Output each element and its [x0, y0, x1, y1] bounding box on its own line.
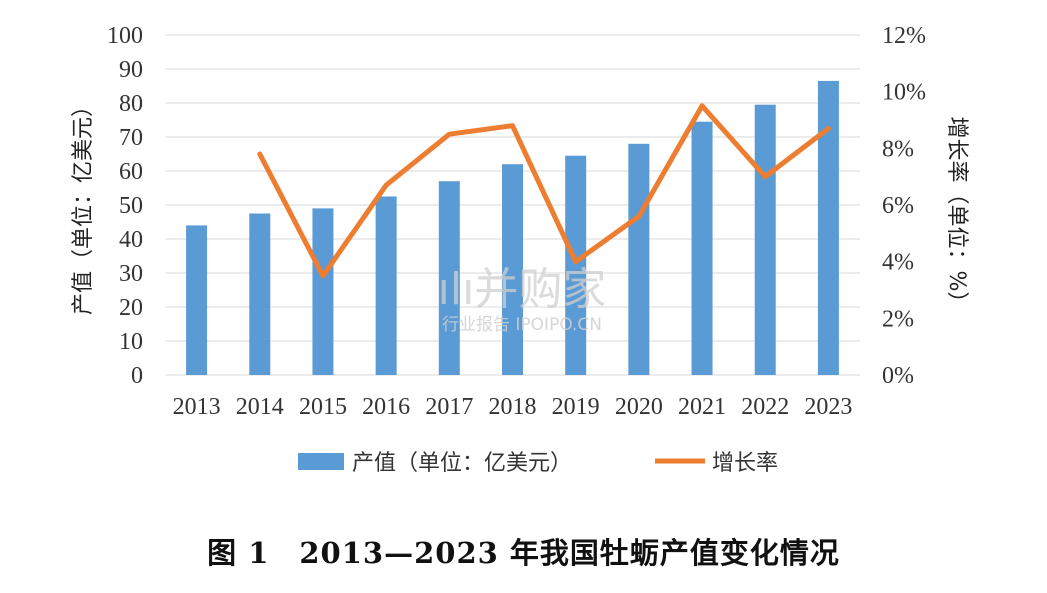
legend-line-label: 增长率 [712, 451, 778, 476]
x-tick-label: 2019 [552, 394, 600, 420]
y-axis-title-right: 增长率（单位：%） [944, 117, 969, 314]
watermark-main: ılı并购家 [438, 264, 607, 315]
x-tick-label: 2022 [741, 394, 789, 420]
y-tick-label-right: 0% [882, 363, 914, 389]
bar [754, 104, 776, 375]
legend-bar-label: 产值（单位：亿美元） [352, 451, 572, 476]
y-axis-title-left: 产值（单位：亿美元） [71, 95, 96, 315]
y-tick-label-left: 0 [131, 363, 143, 389]
y-tick-label-left: 70 [119, 125, 143, 151]
y-tick-label-left: 60 [119, 159, 143, 185]
x-tick-label: 2013 [173, 394, 221, 420]
y-tick-label-right: 6% [882, 193, 914, 219]
y-tick-label-right: 4% [882, 250, 914, 276]
bar [375, 196, 397, 375]
bar [502, 164, 523, 375]
y-tick-label-left: 100 [107, 23, 143, 49]
x-tick-label: 2016 [362, 394, 410, 420]
y-tick-label-left: 50 [119, 193, 143, 219]
bar [817, 80, 839, 376]
growth-rate-line [257, 103, 831, 279]
bar [628, 143, 650, 375]
x-tick-label: 2015 [299, 394, 347, 420]
bar [691, 121, 713, 375]
bar [249, 213, 271, 375]
y-axis-right: 0% 2% 4% 6% 8% 10% 12% [882, 23, 926, 389]
y-axis-left: 0 10 20 30 40 50 60 70 80 90 100 [107, 23, 143, 389]
bar [186, 225, 208, 375]
x-tick-label: 2018 [489, 394, 537, 420]
bar-series [186, 80, 839, 376]
y-tick-label-left: 20 [119, 295, 143, 321]
y-tick-label-right: 2% [882, 306, 914, 332]
bar [565, 155, 587, 375]
line-series [257, 103, 831, 279]
y-tick-label-right: 10% [882, 80, 926, 106]
legend: 产值（单位：亿美元） 增长率 [298, 451, 778, 476]
x-tick-label: 2023 [804, 394, 852, 420]
legend-bar-swatch [298, 453, 344, 470]
y-tick-label-right: 12% [882, 23, 926, 49]
figure-caption: 图 1 2013—2023 年我国牡蛎产值变化情况 [207, 536, 840, 570]
y-tick-label-left: 40 [119, 227, 143, 253]
watermark-sub: 行业报告 IPOIPO.CN [442, 315, 602, 335]
x-axis: 2013 2014 2015 2016 2017 2018 2019 2020 2021 2022… [173, 394, 853, 420]
y-tick-label-left: 30 [119, 261, 143, 287]
x-tick-label: 2021 [678, 394, 726, 420]
bar [438, 181, 460, 375]
x-tick-label: 2020 [615, 394, 663, 420]
watermark: ılı并购家 行业报告 IPOIPO.CN [438, 264, 607, 335]
x-tick-label: 2014 [236, 394, 284, 420]
bar [312, 208, 334, 375]
y-tick-label-left: 90 [119, 57, 143, 83]
y-tick-label-left: 80 [119, 91, 143, 117]
y-tick-label-right: 8% [882, 136, 914, 162]
x-tick-label: 2017 [425, 394, 473, 420]
y-tick-label-left: 10 [119, 329, 143, 355]
